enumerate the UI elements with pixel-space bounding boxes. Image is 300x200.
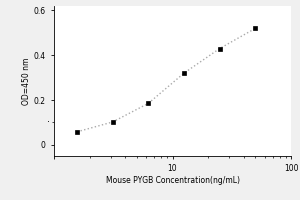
Y-axis label: OD=450 nm: OD=450 nm	[22, 57, 31, 105]
Text: ·: ·	[47, 117, 50, 127]
X-axis label: Mouse PYGB Concentration(ng/mL): Mouse PYGB Concentration(ng/mL)	[106, 176, 239, 185]
